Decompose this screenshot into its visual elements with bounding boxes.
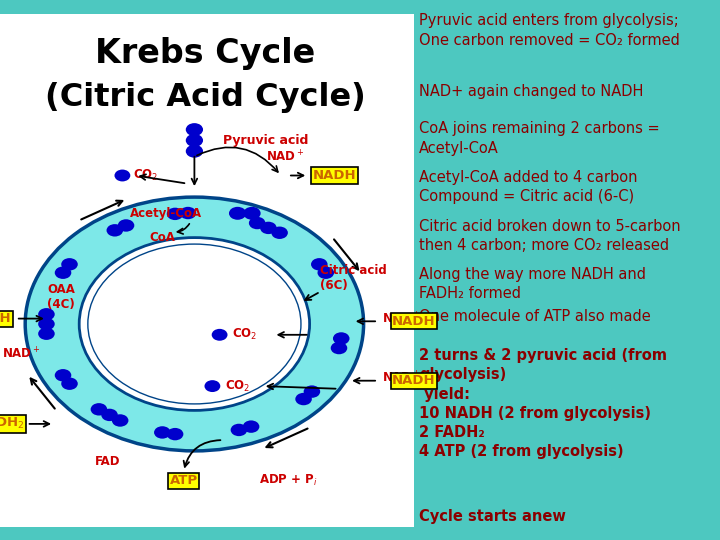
Text: FAD: FAD <box>95 455 121 468</box>
Text: OAA
(4C): OAA (4C) <box>48 283 75 311</box>
Circle shape <box>154 426 171 438</box>
Circle shape <box>212 329 228 341</box>
Circle shape <box>55 267 71 279</box>
Text: Cycle starts anew: Cycle starts anew <box>419 509 566 524</box>
Circle shape <box>114 170 130 181</box>
Text: NAD$^+$: NAD$^+$ <box>382 370 420 386</box>
Circle shape <box>79 238 310 410</box>
Circle shape <box>311 258 328 271</box>
Text: Citric acid
(6C): Citric acid (6C) <box>320 264 387 292</box>
Text: NADH: NADH <box>392 374 436 387</box>
Circle shape <box>38 308 55 321</box>
Circle shape <box>186 145 203 158</box>
Text: CoA: CoA <box>149 231 175 244</box>
Circle shape <box>243 421 259 433</box>
Circle shape <box>91 403 107 416</box>
Text: CO$_2$: CO$_2$ <box>133 168 158 183</box>
Text: NAD+ again changed to NADH: NAD+ again changed to NADH <box>419 84 644 99</box>
Text: Pyruvic acid: Pyruvic acid <box>223 134 309 147</box>
Circle shape <box>38 327 55 340</box>
Circle shape <box>318 267 334 279</box>
Circle shape <box>243 207 261 220</box>
Circle shape <box>186 123 203 136</box>
Text: 2 turns & 2 pyruvic acid (from
glycolysis)
 yield:
10 NADH (2 from glycolysis)
2: 2 turns & 2 pyruvic acid (from glycolysi… <box>419 348 667 460</box>
Circle shape <box>333 332 349 345</box>
Circle shape <box>102 409 118 421</box>
Circle shape <box>167 208 184 220</box>
FancyBboxPatch shape <box>0 14 414 526</box>
Text: (Citric Acid Cycle): (Citric Acid Cycle) <box>45 82 366 113</box>
Circle shape <box>304 386 320 398</box>
Circle shape <box>25 197 364 451</box>
Circle shape <box>230 424 247 436</box>
Text: Krebs Cycle: Krebs Cycle <box>95 37 315 71</box>
Circle shape <box>55 369 71 381</box>
Text: CoA joins remaining 2 carbons =
Acetyl-CoA: CoA joins remaining 2 carbons = Acetyl-C… <box>419 122 660 156</box>
Circle shape <box>186 134 203 147</box>
Circle shape <box>180 207 197 219</box>
Circle shape <box>204 380 220 392</box>
Text: One molecule of ATP also made: One molecule of ATP also made <box>419 309 651 324</box>
Circle shape <box>330 342 347 354</box>
Circle shape <box>295 393 312 405</box>
Circle shape <box>112 414 128 427</box>
Text: NAD$^+$: NAD$^+$ <box>382 311 420 326</box>
Text: Pyruvic acid enters from glycolysis;
One carbon removed = CO₂ formed: Pyruvic acid enters from glycolysis; One… <box>419 14 680 48</box>
Text: Acetyl-CoA: Acetyl-CoA <box>130 207 202 220</box>
Text: ATP: ATP <box>169 474 198 487</box>
Circle shape <box>229 207 246 220</box>
Text: NAD$^+$: NAD$^+$ <box>2 346 41 361</box>
Circle shape <box>38 318 55 330</box>
Circle shape <box>88 244 301 404</box>
Circle shape <box>107 224 123 237</box>
Text: NADH: NADH <box>0 312 11 325</box>
Circle shape <box>61 377 78 390</box>
Circle shape <box>271 227 288 239</box>
Text: Along the way more NADH and
FADH₂ formed: Along the way more NADH and FADH₂ formed <box>419 267 646 301</box>
Circle shape <box>249 217 266 230</box>
Text: CO$_2$: CO$_2$ <box>225 379 250 394</box>
Circle shape <box>61 258 78 271</box>
Text: FADH$_2$: FADH$_2$ <box>0 416 24 431</box>
Text: ADP + P$_i$: ADP + P$_i$ <box>259 473 318 488</box>
Text: Citric acid broken down to 5-carbon
then 4 carbon; more CO₂ released: Citric acid broken down to 5-carbon then… <box>419 219 680 253</box>
Circle shape <box>167 428 184 440</box>
Text: NAD$^+$: NAD$^+$ <box>266 149 305 164</box>
Text: CO$_2$: CO$_2$ <box>232 327 257 342</box>
Circle shape <box>118 219 135 232</box>
Text: NADH: NADH <box>313 169 356 182</box>
Circle shape <box>260 222 276 234</box>
Text: Acetyl-CoA added to 4 carbon
Compound = Citric acid (6-C): Acetyl-CoA added to 4 carbon Compound = … <box>419 170 637 204</box>
Text: NADH: NADH <box>392 315 436 328</box>
